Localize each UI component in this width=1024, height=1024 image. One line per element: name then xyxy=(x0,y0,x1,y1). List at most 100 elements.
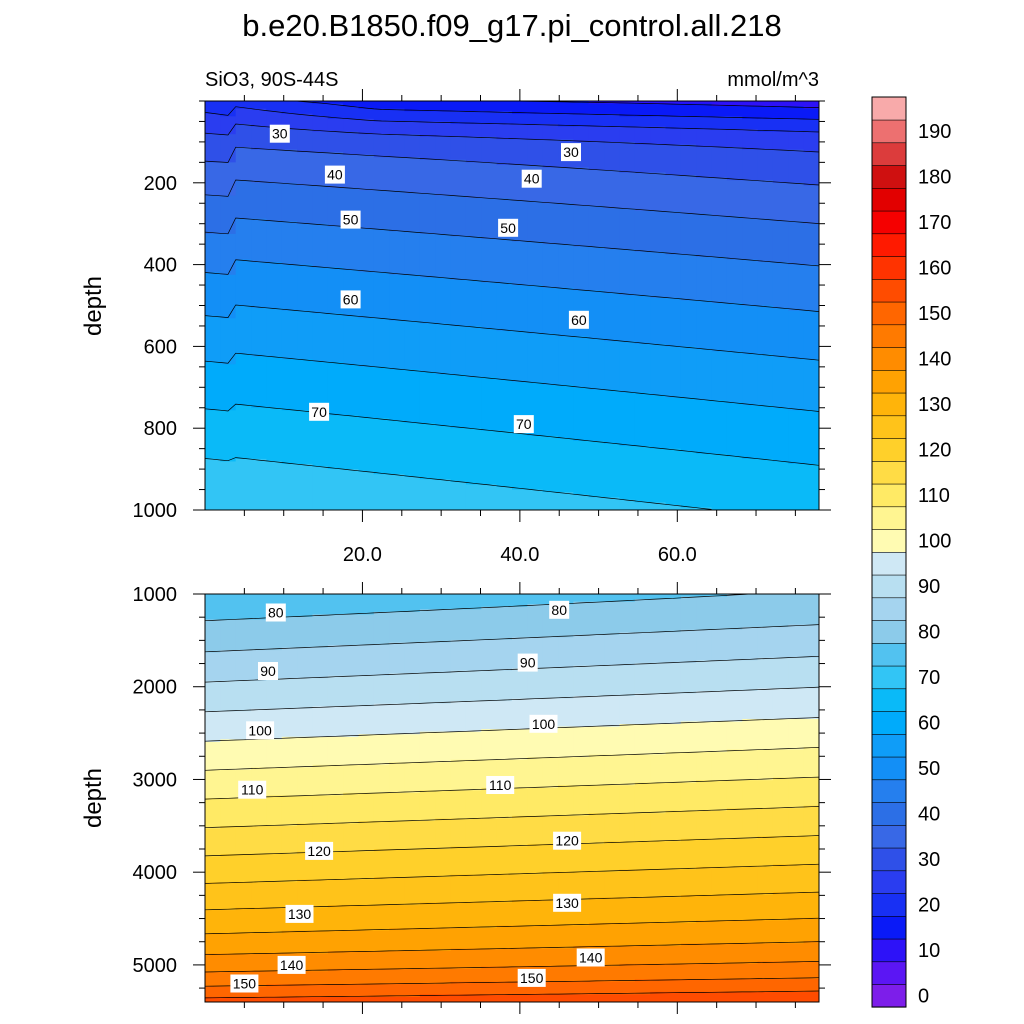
upper-fill-band xyxy=(573,336,590,389)
lower-contour-label: 120 xyxy=(553,831,582,850)
lower-fill-band xyxy=(665,922,682,947)
lower-fill-band xyxy=(665,945,682,965)
upper-fill-band xyxy=(604,103,621,115)
lower-fill-band xyxy=(742,979,759,993)
colorbar-box xyxy=(871,551,907,576)
lower-fill-band xyxy=(297,795,314,825)
lower-fill-band xyxy=(496,639,513,672)
upper-fill-band xyxy=(435,195,452,235)
lower-fill-band xyxy=(281,678,298,710)
lower-fill-band xyxy=(235,619,252,651)
upper-fill-band xyxy=(772,407,790,463)
lower-fill-band xyxy=(788,594,805,626)
lower-fill-band xyxy=(343,879,360,906)
upper-fill-band xyxy=(650,103,667,118)
colorbar-box xyxy=(871,119,907,144)
lower-fill-band xyxy=(650,599,667,634)
upper-fill-band xyxy=(266,356,283,409)
lower-fill-band xyxy=(327,984,344,998)
upper-fill-band xyxy=(527,435,544,491)
upper-fill-band xyxy=(726,302,744,353)
colorbar-box xyxy=(871,710,907,735)
lower-fill-band xyxy=(542,787,559,817)
lower-fill-band xyxy=(281,647,298,679)
lower-fill-band xyxy=(803,805,819,838)
upper-fill-band xyxy=(542,287,559,335)
lower-fill-band xyxy=(251,986,268,998)
colorbar-box xyxy=(871,870,907,894)
lower-fill-band xyxy=(680,721,697,753)
upper-fill-band xyxy=(435,323,452,376)
upper-fill-band xyxy=(251,218,268,263)
lower-fill-band xyxy=(619,601,636,634)
lower-fill-band xyxy=(772,808,790,838)
upper-contour-line xyxy=(205,146,819,186)
upper-fill-band xyxy=(312,152,329,187)
upper-fill-band xyxy=(772,262,790,309)
lower-fill-band xyxy=(665,782,682,812)
upper-fill-band xyxy=(757,118,774,133)
lower-fill-band xyxy=(481,981,498,996)
upper-fill-band xyxy=(604,389,621,445)
lower-fill-band xyxy=(281,767,298,797)
upper-fill-band xyxy=(680,144,697,176)
upper-fill-band xyxy=(772,356,790,409)
upper-ytick-label: 400 xyxy=(144,255,177,277)
lower-fill-band xyxy=(496,902,513,927)
lower-fill-band xyxy=(711,810,728,840)
upper-fill-band xyxy=(496,101,513,113)
upper-fill-band xyxy=(419,159,437,194)
lower-fill-band xyxy=(373,984,390,998)
upper-contour-label: 60 xyxy=(340,290,361,309)
lower-fill-band xyxy=(235,594,252,621)
lower-fill-band xyxy=(573,696,590,728)
lower-fill-band xyxy=(235,650,252,682)
upper-fill-band xyxy=(205,162,222,197)
lower-fill-band xyxy=(512,874,529,901)
upper-contour-line xyxy=(205,403,819,466)
upper-fill-band xyxy=(634,446,651,504)
lower-fill-band xyxy=(235,854,252,883)
upper-fill-band xyxy=(389,157,406,192)
upper-contour-line xyxy=(205,217,819,267)
lower-fill-band xyxy=(205,680,222,713)
lower-fill-band xyxy=(634,922,651,947)
upper-fill-band xyxy=(696,101,713,105)
lower-fill-band xyxy=(619,813,636,843)
upper-fill-band xyxy=(358,134,375,156)
lower-fill-band xyxy=(803,917,819,942)
upper-fill-band xyxy=(281,149,298,184)
lower-fill-band xyxy=(665,979,682,993)
lower-fill-band xyxy=(404,820,421,850)
upper-fill-band xyxy=(220,410,237,463)
lower-fill-band xyxy=(726,943,744,965)
lower-fill-band xyxy=(527,667,544,700)
upper-fill-band xyxy=(481,136,498,164)
lower-fill-band xyxy=(205,769,222,799)
lower-fill-band xyxy=(619,841,636,871)
lower-fill-band xyxy=(772,961,790,980)
colorbar-box xyxy=(871,346,907,371)
lower-fill-band xyxy=(419,968,437,985)
lower-fill-band xyxy=(373,877,390,906)
upper-fill-band xyxy=(512,285,529,332)
upper-fill-band xyxy=(512,101,529,115)
lower-fill-band xyxy=(680,594,697,598)
lower-fill-band xyxy=(419,731,437,764)
lower-fill-band xyxy=(558,726,575,758)
upper-fill-band xyxy=(450,101,467,113)
upper-fill-band xyxy=(588,497,605,510)
upper-fill-band xyxy=(266,461,283,510)
lower-fill-band xyxy=(542,729,559,758)
upper-fill-band xyxy=(742,149,759,182)
lower-fill-band xyxy=(588,726,605,756)
lower-fill-band xyxy=(481,594,498,608)
upper-fill-band xyxy=(803,185,819,225)
upper-contour-label-box xyxy=(340,210,361,229)
upper-fill-band xyxy=(435,136,452,161)
lower-contour-line xyxy=(205,990,819,999)
lower-fill-band xyxy=(726,808,744,840)
variable-subtitle: SiO3, 90S-44S xyxy=(205,69,338,91)
upper-fill-band xyxy=(297,152,314,187)
upper-fill-band xyxy=(757,458,774,510)
